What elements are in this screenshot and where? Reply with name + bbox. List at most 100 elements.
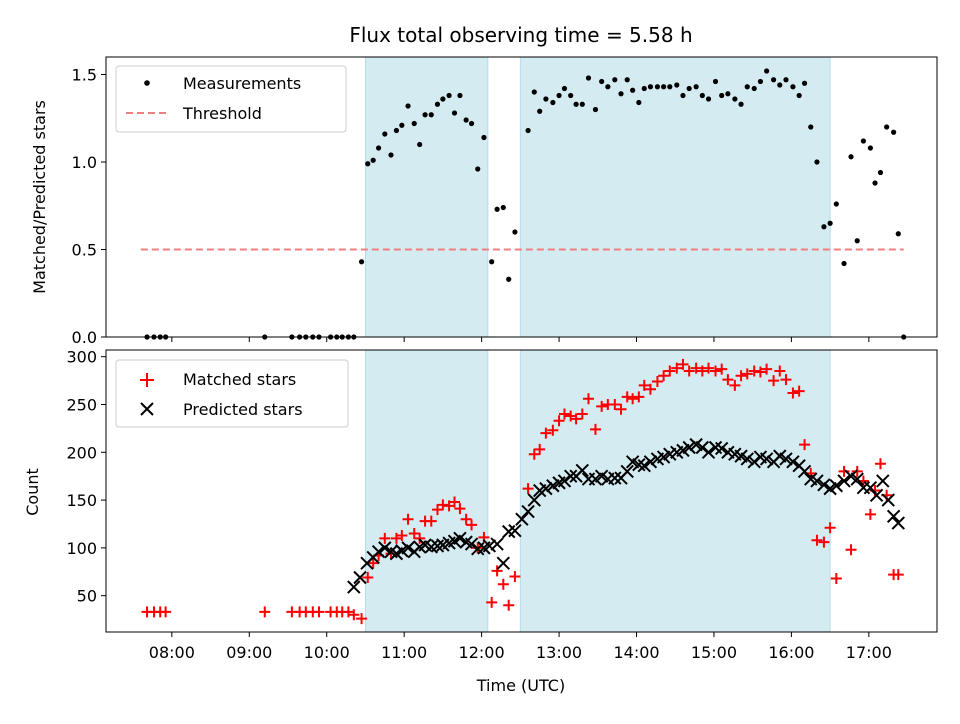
matched-star-point (729, 379, 741, 391)
measurement-point (891, 129, 897, 135)
predicted-star-point (637, 458, 651, 473)
measurement-point (699, 92, 705, 99)
matched-star-point (449, 496, 461, 508)
matched-star-point (703, 362, 715, 374)
measurement-point (451, 110, 458, 116)
matched-star-point (696, 365, 708, 377)
predicted-star-point (527, 493, 541, 507)
measurement-point (867, 145, 873, 151)
measurement-point (686, 85, 692, 92)
matched-star-point (644, 383, 656, 395)
matched-star-point (774, 365, 786, 377)
matched-star-point (824, 522, 836, 534)
predicted-star-point (747, 455, 761, 469)
matched-star-point (615, 403, 627, 415)
matched-star-point (838, 465, 850, 477)
top-panel: 0.0 0.5 1.0 1.5 Matched/Predicted stars Mea… (30, 56, 938, 347)
measurement-point (399, 122, 405, 128)
x-tick-label: 14:00 (613, 643, 659, 662)
x-tick-label: 15:00 (691, 643, 737, 662)
measurement-point (705, 96, 712, 102)
bottom-panel: 50 100 150 200 250 300 08:00 09:00 10:00 11:00 12… (23, 348, 938, 695)
predicted-star-point (490, 537, 504, 551)
predicted-star-point (695, 440, 710, 455)
matched-star-point (576, 408, 588, 420)
bottom-axes-frame (105, 349, 938, 633)
measurement-point (860, 138, 867, 144)
matched-star-point (892, 569, 904, 581)
measurement-point (884, 124, 890, 130)
measurement-point (732, 96, 738, 102)
measurement-point (647, 84, 654, 90)
measurement-point (481, 134, 487, 141)
x-tick-label: 13:00 (536, 643, 582, 662)
measurement-point (624, 77, 630, 83)
legend-marker-measurements (144, 80, 150, 86)
measurement-point (525, 127, 531, 134)
top-legend: Measurements Threshold (115, 65, 347, 133)
predicted-star-point (876, 474, 890, 488)
measurement-point (796, 92, 802, 99)
predicted-star-point (632, 458, 646, 472)
matched-star-point (553, 415, 565, 427)
predicted-star-point (378, 541, 392, 555)
x-tick-label: 17:00 (846, 643, 892, 662)
matched-star-point (547, 424, 559, 436)
bottom-ytick-label: 150 (66, 491, 97, 510)
matched-star-point (683, 365, 695, 377)
measurement-point (667, 84, 673, 90)
predicted-star-point (817, 478, 831, 492)
matched-star-point (160, 606, 172, 618)
measurement-point (770, 77, 777, 83)
predicted-star-point (682, 440, 696, 455)
matched-star-point (313, 606, 325, 618)
measurement-point (463, 117, 469, 123)
matched-star-point (408, 528, 420, 540)
predicted-star-point (453, 531, 467, 546)
legend-label-threshold: Threshold (182, 104, 262, 123)
predicted-star-point (353, 570, 367, 585)
matched-star-point (596, 400, 608, 412)
matched-star-point (497, 578, 509, 590)
matched-star-point (503, 599, 515, 611)
measurement-point (630, 87, 636, 93)
measurement-point (757, 78, 764, 85)
matched-star-point (570, 413, 582, 425)
matched-star-point (627, 393, 639, 405)
matched-star-point (787, 387, 799, 399)
x-tick-label: 08:00 (149, 643, 195, 662)
measurement-point (808, 124, 814, 130)
legend-marker-predicted (140, 402, 154, 416)
matched-star-point (528, 448, 540, 460)
measurement-point (365, 161, 371, 167)
measurement-point (814, 159, 820, 165)
matched-star-point (658, 370, 670, 382)
top-ytick-label: 0.0 (72, 328, 97, 347)
predicted-star-point (401, 541, 415, 555)
matched-star-point (845, 544, 857, 556)
predicted-star-point (482, 539, 497, 553)
measurement-point (821, 224, 827, 230)
predicted-star-point (608, 471, 622, 485)
top-y-axis-label: Matched/Predicted stars (30, 100, 49, 294)
measurement-point (895, 231, 901, 237)
top-ytick-label: 1.5 (72, 66, 97, 85)
measurement-point (512, 229, 518, 235)
matched-star-point (396, 529, 408, 541)
measurement-point (725, 91, 731, 97)
predicted-star-point (371, 544, 386, 559)
matched-star-point (799, 439, 811, 451)
matched-star-point (367, 557, 379, 569)
measurement-point (693, 84, 699, 90)
measurement-point (388, 152, 394, 158)
matched-star-point (874, 458, 886, 470)
matched-star-point (621, 391, 633, 403)
predicted-star-point (430, 539, 445, 553)
measurement-point (877, 169, 884, 176)
measurement-point (506, 276, 512, 282)
predicted-star-point (496, 556, 511, 570)
measurement-point (370, 157, 376, 163)
predicted-star-point (779, 452, 793, 466)
predicted-star-point (863, 480, 878, 495)
measurement-point (446, 92, 452, 99)
